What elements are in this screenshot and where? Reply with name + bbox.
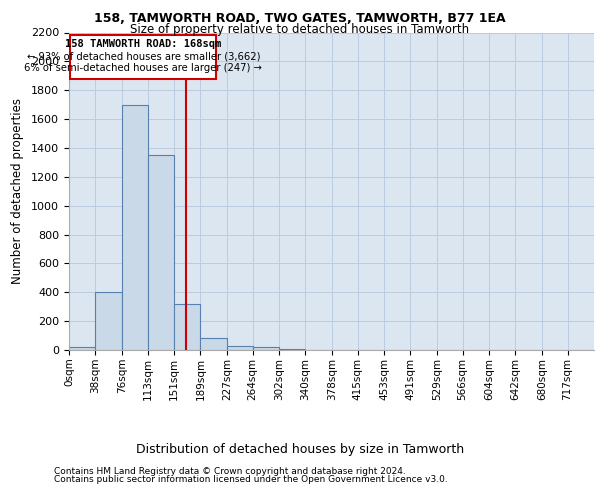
Bar xyxy=(227,346,253,350)
Text: 6% of semi-detached houses are larger (247) →: 6% of semi-detached houses are larger (2… xyxy=(25,63,262,73)
Text: Contains HM Land Registry data © Crown copyright and database right 2024.: Contains HM Land Registry data © Crown c… xyxy=(54,467,406,476)
FancyBboxPatch shape xyxy=(70,34,217,80)
Bar xyxy=(69,347,95,350)
Text: Contains public sector information licensed under the Open Government Licence v3: Contains public sector information licen… xyxy=(54,475,448,484)
Bar xyxy=(253,347,279,350)
Bar xyxy=(122,104,148,350)
Bar xyxy=(95,292,122,350)
Y-axis label: Number of detached properties: Number of detached properties xyxy=(11,98,24,284)
Bar xyxy=(148,155,174,350)
Text: ← 93% of detached houses are smaller (3,662): ← 93% of detached houses are smaller (3,… xyxy=(26,51,260,61)
Text: 158, TAMWORTH ROAD, TWO GATES, TAMWORTH, B77 1EA: 158, TAMWORTH ROAD, TWO GATES, TAMWORTH,… xyxy=(94,12,506,26)
Text: Size of property relative to detached houses in Tamworth: Size of property relative to detached ho… xyxy=(130,24,470,36)
Bar xyxy=(174,304,200,350)
Text: 158 TAMWORTH ROAD: 168sqm: 158 TAMWORTH ROAD: 168sqm xyxy=(65,38,221,48)
Text: Distribution of detached houses by size in Tamworth: Distribution of detached houses by size … xyxy=(136,442,464,456)
Bar xyxy=(200,338,227,350)
